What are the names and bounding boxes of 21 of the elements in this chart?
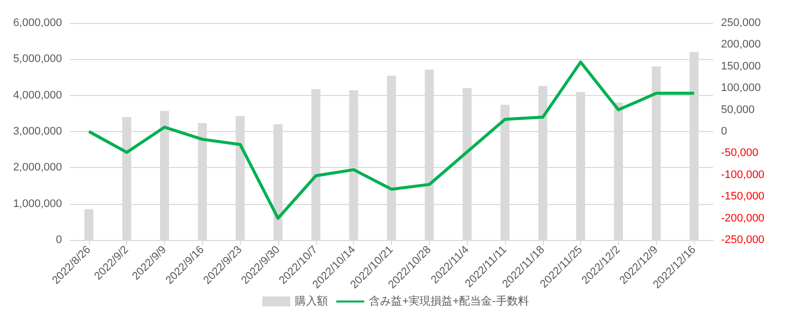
y2-tick-label: -250,000 xyxy=(721,234,764,246)
y2-tick-label: 250,000 xyxy=(721,17,761,29)
y2-tick-label: 0 xyxy=(721,126,728,138)
y-tick-label: 4,000,000 xyxy=(13,89,62,102)
y-tick-label: 0 xyxy=(56,234,62,246)
legend-label: 購入額 xyxy=(295,294,328,308)
y2-tick-label: 200,000 xyxy=(721,38,761,51)
y2-tick-label: 100,000 xyxy=(721,82,761,94)
y-tick-label: 5,000,000 xyxy=(13,53,62,66)
y-tick-label: 6,000,000 xyxy=(13,17,62,29)
y2-tick-label: 50,000 xyxy=(721,104,755,116)
legend-label: 含み益+実現損益+配当金-手数料 xyxy=(369,294,529,308)
y-tick-label: 1,000,000 xyxy=(13,198,62,210)
y2-tick-label: -200,000 xyxy=(721,212,764,224)
y2-tick-label: 150,000 xyxy=(721,60,761,72)
y2-tick-label: -100,000 xyxy=(721,168,764,181)
y-tick-label: 2,000,000 xyxy=(13,162,62,174)
line-series xyxy=(87,60,696,220)
y2-tick-label: -50,000 xyxy=(721,147,758,160)
y2-tick-label: -150,000 xyxy=(721,190,764,203)
y-tick-label: 3,000,000 xyxy=(13,126,62,138)
